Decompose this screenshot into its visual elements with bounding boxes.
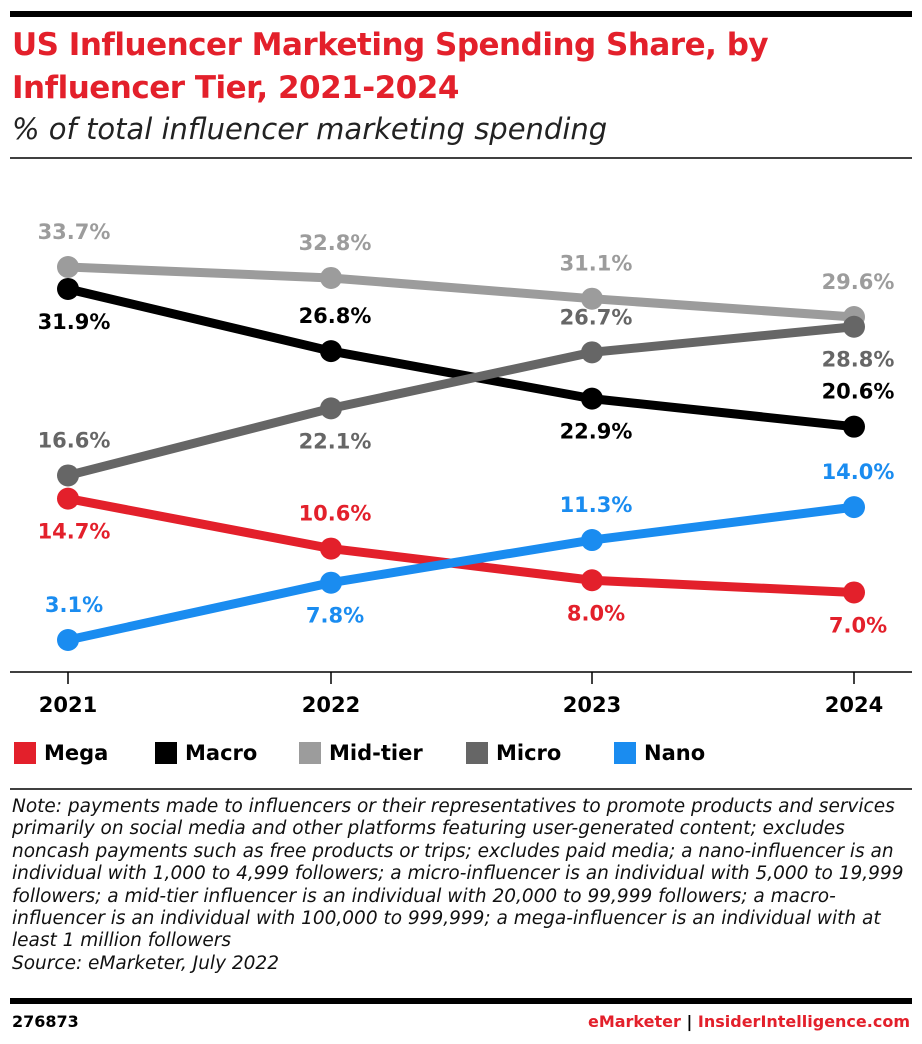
brand: eMarketer	[587, 1012, 681, 1031]
data-point	[320, 266, 342, 289]
chart-id: 276873	[12, 1012, 79, 1031]
legend-swatch	[466, 742, 488, 764]
note: Note: payments made to influencers or th…	[12, 796, 917, 975]
data-label: 26.7%	[560, 305, 633, 329]
legend-label: Mid-tier	[329, 741, 423, 765]
data-point	[320, 571, 342, 594]
data-label: 33.7%	[38, 220, 111, 244]
series-line	[67, 502, 855, 645]
data-label: 32.8%	[299, 231, 372, 255]
data-label: 7.8%	[306, 604, 364, 628]
data-point	[57, 629, 79, 651]
data-label: 10.6%	[299, 502, 372, 526]
data-label: 22.9%	[560, 420, 633, 444]
x-tick-label: 2023	[563, 693, 621, 717]
data-label: 8.0%	[567, 601, 625, 625]
data-point	[843, 315, 865, 338]
footer: 276873 eMarketer | InsiderIntelligence.c…	[12, 1012, 910, 1031]
data-point	[320, 397, 342, 420]
data-point	[843, 581, 865, 604]
chart-title: US Influencer Marketing Spending Share, …	[12, 27, 769, 106]
data-point	[843, 496, 865, 519]
series-line	[66, 322, 855, 480]
data-point	[57, 256, 79, 278]
x-tick-label: 2021	[39, 693, 97, 717]
data-point	[57, 464, 79, 487]
data-label: 29.6%	[822, 270, 895, 294]
legend-swatch	[155, 742, 177, 764]
legend-swatch	[614, 742, 636, 764]
data-label: 20.6%	[822, 380, 895, 404]
data-point	[581, 387, 603, 410]
data-point	[581, 341, 603, 364]
data-label: 7.0%	[829, 613, 887, 637]
top-bar	[10, 11, 912, 17]
data-label: 22.1%	[299, 429, 372, 453]
data-point	[320, 340, 342, 363]
data-label: 31.9%	[38, 310, 111, 334]
data-point	[581, 287, 603, 310]
data-point	[57, 277, 79, 300]
series-line	[67, 262, 855, 322]
legend-label: Micro	[496, 741, 561, 765]
data-label: 16.6%	[38, 428, 111, 452]
legend-swatch	[14, 742, 36, 764]
note-text: Note: payments made to influencers or th…	[12, 796, 904, 952]
data-point	[320, 537, 342, 560]
legend-label: Mega	[44, 741, 108, 765]
series-line	[66, 284, 855, 432]
data-point	[581, 569, 603, 592]
legend-swatch	[299, 742, 321, 764]
legend-label: Macro	[185, 741, 257, 765]
footer-brand: eMarketer | InsiderIntelligence.com	[588, 1012, 910, 1031]
chart-subtitle: % of total influencer marketing spending	[12, 112, 608, 146]
x-tick-label: 2024	[825, 693, 883, 717]
data-point	[843, 415, 865, 438]
plot: 2021 2022 2023 2024 14.7% 10.6% 8.0% 7.0% Mega 31…	[14, 220, 894, 765]
series-line	[67, 494, 855, 597]
separator: |	[686, 1012, 693, 1031]
data-label: 11.3%	[560, 493, 633, 517]
x-tick-label: 2022	[302, 693, 360, 717]
data-label: 14.0%	[822, 460, 895, 484]
data-label: 26.8%	[299, 304, 372, 328]
data-point	[581, 529, 603, 552]
data-label: 28.8%	[822, 348, 895, 372]
bottom-bar	[10, 998, 912, 1004]
data-point	[57, 487, 79, 510]
data-label: 14.7%	[38, 520, 111, 544]
source: Source: eMarketer, July 2022	[12, 952, 279, 974]
legend-label: Nano	[644, 741, 705, 765]
data-label: 3.1%	[45, 593, 103, 617]
site: InsiderIntelligence.com	[697, 1012, 910, 1031]
data-label: 31.1%	[560, 252, 633, 276]
